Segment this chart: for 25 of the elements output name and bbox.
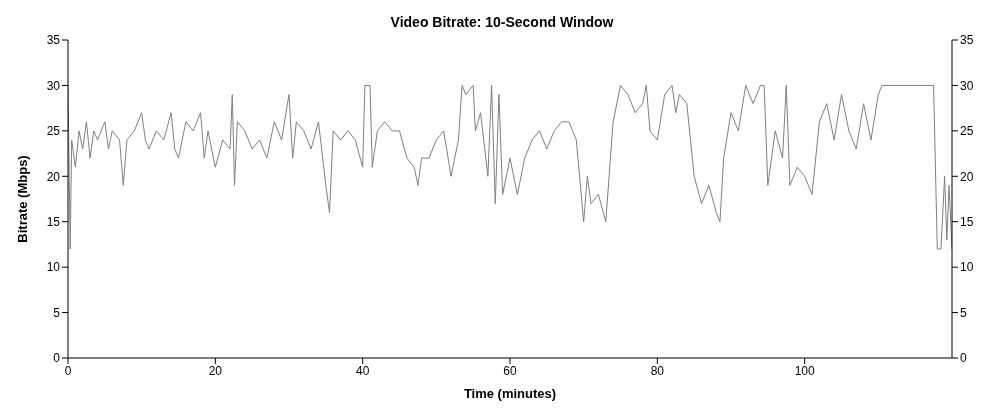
y-tick-label: 15: [46, 214, 61, 229]
chart-title: Video Bitrate: 10-Second Window: [389, 14, 615, 30]
y2-tick-label: 10: [960, 260, 974, 275]
x-tick-label: 0: [64, 363, 72, 378]
x-tick-label: 20: [208, 363, 223, 378]
y-tick-label: 20: [46, 169, 61, 184]
y2-tick-label: 5: [960, 305, 967, 320]
x-tick-label: 40: [355, 363, 370, 378]
x-tick-label: 100: [794, 363, 815, 378]
y2-tick-label: 35: [960, 33, 974, 48]
y2-tick-label: 0: [960, 351, 967, 366]
y-tick-label: 25: [46, 124, 61, 139]
y-axis-title: Bitrate (Mbps): [14, 155, 30, 243]
y-tick-label: 30: [46, 78, 61, 93]
x-tick-label: 80: [650, 363, 665, 378]
y-tick-label: 10: [46, 260, 61, 275]
y2-tick-label: 15: [960, 214, 974, 229]
x-tick-label: 60: [503, 363, 517, 378]
y-tick-label: 0: [53, 351, 61, 366]
y2-tick-label: 20: [960, 169, 974, 184]
x-axis-title: Time (minutes): [463, 386, 557, 401]
y-tick-label: 35: [46, 33, 61, 48]
y2-tick-label: 30: [960, 78, 974, 93]
y-tick-label: 5: [53, 305, 61, 320]
y2-tick-label: 25: [960, 124, 974, 139]
